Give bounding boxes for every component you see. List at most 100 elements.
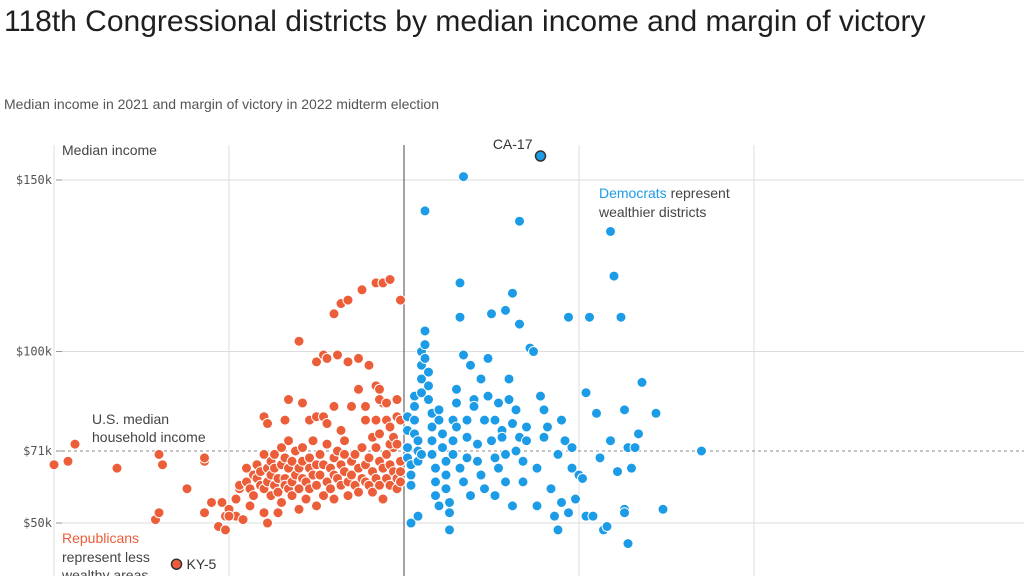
us-median-label-line2: household income xyxy=(92,429,206,445)
republican-district-point xyxy=(353,486,364,498)
democrat-district-point xyxy=(426,435,438,447)
republican-district-point xyxy=(244,500,256,512)
republican-district-point xyxy=(199,452,210,464)
republican-district-point xyxy=(335,424,347,436)
republican-district-point xyxy=(62,455,74,467)
democrat-district-point xyxy=(451,397,462,409)
democrat-district-point xyxy=(587,510,599,522)
democrat-district-point xyxy=(500,448,511,460)
republican-district-point xyxy=(293,335,305,347)
democrat-district-point xyxy=(454,277,466,289)
democrat-district-point xyxy=(486,308,497,320)
democrat-district-point xyxy=(433,414,445,426)
democrat-district-point xyxy=(517,476,529,488)
republican-district-point xyxy=(48,459,60,471)
republicans-highlight: Republicans xyxy=(62,530,139,546)
democrat-district-point xyxy=(619,404,630,416)
republican-district-point xyxy=(391,394,403,406)
democrat-district-point xyxy=(591,407,602,419)
democrat-district-point xyxy=(405,479,417,491)
democrat-district-point xyxy=(489,490,501,502)
republican-district-point xyxy=(356,442,368,454)
republican-district-point xyxy=(262,418,273,430)
democrat-district-point xyxy=(500,304,511,316)
republicans-annotation: Republicans represent less wealthy areas xyxy=(61,530,154,576)
republican-district-point xyxy=(297,397,308,409)
democrats-annotation-line2: wealthier districts xyxy=(598,204,706,220)
republican-district-point xyxy=(223,510,235,522)
democrat-district-point xyxy=(461,431,473,443)
democrat-district-point xyxy=(636,376,648,388)
republican-district-point xyxy=(237,514,249,526)
democrat-district-point xyxy=(619,507,630,519)
republican-district-point xyxy=(69,438,81,450)
republican-district-point xyxy=(360,400,371,412)
republican-district-point xyxy=(342,356,354,368)
democrat-district-point xyxy=(545,483,557,495)
republican-district-point xyxy=(300,493,312,505)
democrat-district-point xyxy=(605,225,616,237)
democrat-district-point xyxy=(507,418,518,430)
republican-district-point xyxy=(384,274,396,285)
democrat-district-point xyxy=(402,442,413,454)
republican-district-point xyxy=(311,356,322,368)
democrat-district-point xyxy=(437,442,448,454)
democrat-district-point xyxy=(615,311,627,323)
chart-subtitle: Median income in 2021 and margin of vict… xyxy=(4,96,440,112)
republican-district-point xyxy=(342,490,354,502)
democrat-district-point xyxy=(461,452,473,464)
democrat-district-point xyxy=(556,414,567,426)
democrat-district-point xyxy=(580,387,592,399)
republican-district-point xyxy=(262,517,273,529)
democrat-district-point xyxy=(454,462,466,474)
democrat-district-point xyxy=(430,490,441,502)
democrat-district-point xyxy=(458,349,469,361)
democrat-district-point xyxy=(696,445,707,457)
democrat-district-point xyxy=(503,373,515,385)
republican-district-point xyxy=(325,483,336,495)
democrat-district-point xyxy=(486,435,497,447)
republican-district-point xyxy=(374,428,385,440)
democrat-district-point xyxy=(426,448,438,460)
democrat-district-point xyxy=(479,483,490,495)
republican-district-point xyxy=(283,435,294,447)
democrat-district-point xyxy=(531,500,543,512)
republican-district-point xyxy=(276,442,287,454)
democrat-district-point xyxy=(451,383,462,395)
democrat-district-point xyxy=(503,394,515,406)
democrat-district-point xyxy=(489,452,501,464)
republican-district-point xyxy=(363,359,375,371)
republican-district-point xyxy=(307,435,319,447)
democrat-district-point xyxy=(538,431,550,443)
democrat-district-point xyxy=(566,462,578,474)
democrat-district-point xyxy=(412,510,424,522)
republican-district-point xyxy=(377,493,389,505)
democrats-annotation: Democrats represent wealthier districts xyxy=(598,185,734,220)
republican-district-point xyxy=(157,459,168,471)
democrat-district-point xyxy=(475,469,487,481)
democrat-district-point xyxy=(650,407,662,419)
democrat-district-point xyxy=(444,496,455,508)
republican-district-point xyxy=(360,414,371,426)
republican-district-point xyxy=(111,462,123,474)
ky-5-point xyxy=(170,558,183,570)
republican-district-point xyxy=(370,414,382,426)
democrat-district-point xyxy=(542,421,553,433)
democrat-district-point xyxy=(622,538,634,550)
democrat-district-point xyxy=(405,469,417,481)
republican-district-point xyxy=(279,414,291,426)
democrat-district-point xyxy=(419,325,431,337)
democrat-district-point xyxy=(517,455,529,467)
democrat-district-point xyxy=(461,414,473,426)
democrat-district-point xyxy=(612,466,623,478)
democrat-district-point xyxy=(514,215,525,227)
us-median-label: U.S. median household income xyxy=(92,411,206,445)
democrat-district-point xyxy=(608,270,620,282)
republican-district-point xyxy=(321,352,333,364)
democrat-district-point xyxy=(559,435,571,447)
democrat-district-point xyxy=(552,524,564,536)
democrat-district-point xyxy=(440,469,452,481)
y-tick-label: $50k xyxy=(23,516,53,530)
republican-district-point xyxy=(363,452,375,464)
